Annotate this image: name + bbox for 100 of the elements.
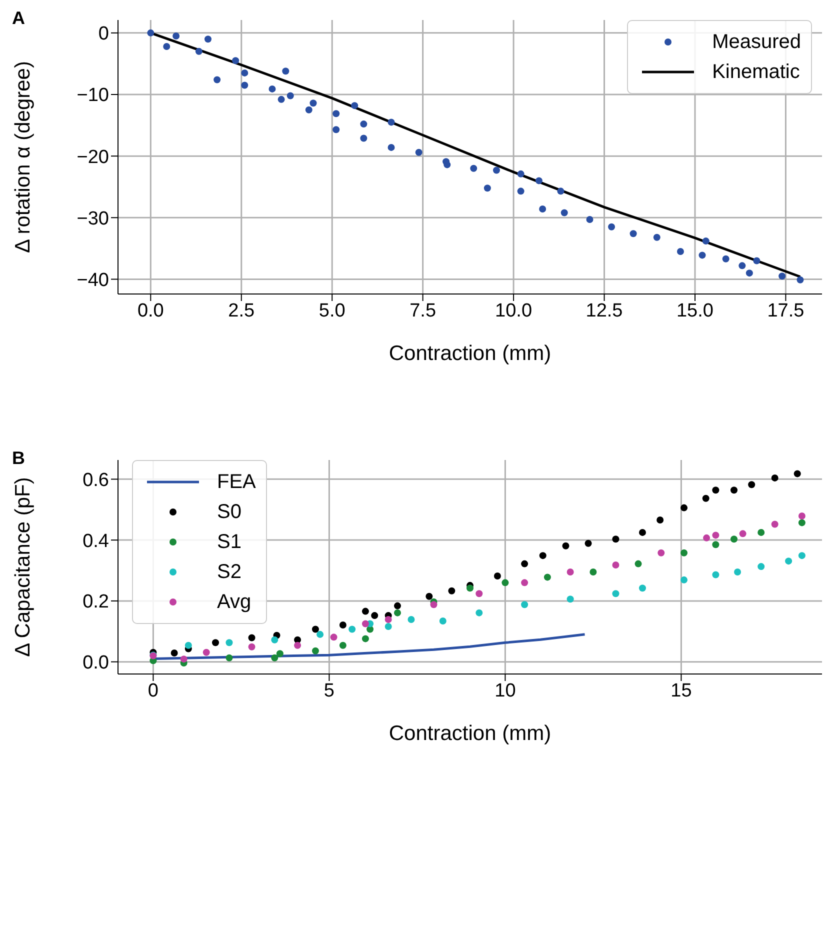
point bbox=[362, 620, 369, 628]
point bbox=[702, 238, 710, 245]
point bbox=[316, 630, 324, 638]
point bbox=[312, 647, 319, 654]
point bbox=[195, 48, 202, 55]
point bbox=[517, 170, 524, 178]
chart-title: B bbox=[12, 448, 25, 469]
point bbox=[278, 96, 285, 103]
point bbox=[339, 642, 346, 649]
y-tick-label: −30 bbox=[76, 208, 109, 230]
point bbox=[739, 530, 746, 538]
point bbox=[371, 612, 378, 620]
y-tick-label: −20 bbox=[76, 146, 109, 168]
legend-label: Avg bbox=[217, 590, 252, 614]
y-tick-label: −10 bbox=[76, 85, 109, 106]
point bbox=[771, 474, 778, 482]
point bbox=[734, 568, 742, 576]
point bbox=[676, 248, 684, 256]
point bbox=[746, 270, 753, 277]
point bbox=[388, 118, 395, 126]
legend-label: S0 bbox=[217, 500, 242, 524]
x-tick-label: 15 bbox=[670, 680, 692, 702]
point bbox=[204, 36, 212, 43]
point bbox=[415, 148, 422, 156]
point bbox=[712, 571, 720, 578]
point bbox=[798, 519, 806, 526]
point bbox=[778, 272, 786, 280]
legend-label: Kinematic bbox=[712, 60, 800, 84]
point bbox=[653, 234, 660, 241]
point bbox=[226, 654, 233, 662]
point bbox=[384, 616, 392, 624]
point bbox=[590, 568, 597, 576]
point bbox=[394, 609, 401, 616]
point bbox=[730, 536, 738, 543]
point bbox=[484, 184, 491, 192]
point bbox=[226, 639, 233, 646]
point bbox=[202, 648, 210, 656]
x-axis-title: Contraction (mm) bbox=[388, 342, 552, 365]
x-axis-title: Contraction (mm) bbox=[388, 722, 552, 745]
point bbox=[796, 276, 804, 284]
point bbox=[658, 549, 665, 556]
point bbox=[612, 562, 620, 569]
point bbox=[362, 635, 369, 642]
point bbox=[798, 552, 806, 560]
point bbox=[332, 126, 340, 134]
point bbox=[630, 230, 637, 238]
point bbox=[448, 587, 456, 594]
point bbox=[214, 76, 221, 84]
point bbox=[634, 560, 642, 568]
point bbox=[310, 100, 317, 107]
legend-label: S1 bbox=[217, 530, 242, 554]
point bbox=[638, 584, 646, 592]
y-tick-label: 0 bbox=[98, 24, 109, 45]
point bbox=[466, 584, 474, 592]
point bbox=[366, 626, 374, 633]
point bbox=[680, 504, 688, 512]
point bbox=[612, 536, 620, 543]
point bbox=[351, 102, 358, 110]
point bbox=[794, 470, 801, 478]
point bbox=[680, 576, 688, 584]
point bbox=[330, 634, 338, 641]
point bbox=[712, 532, 720, 539]
point bbox=[712, 486, 720, 494]
point bbox=[730, 486, 738, 494]
point bbox=[476, 590, 483, 598]
point bbox=[698, 252, 706, 259]
point bbox=[539, 552, 546, 560]
x-tick-label: 5 bbox=[324, 680, 334, 702]
point bbox=[470, 164, 478, 172]
point bbox=[271, 654, 278, 662]
point bbox=[241, 82, 248, 89]
x-tick-label: 0 bbox=[148, 680, 158, 702]
chart-title: A bbox=[12, 8, 25, 29]
point bbox=[184, 642, 192, 649]
point bbox=[282, 68, 290, 75]
x-tick-label: 12.5 bbox=[586, 300, 623, 322]
point bbox=[702, 494, 710, 502]
legend-label: S2 bbox=[217, 560, 242, 584]
point bbox=[180, 656, 188, 663]
point bbox=[738, 262, 746, 270]
point bbox=[517, 188, 524, 195]
point bbox=[748, 481, 756, 488]
point bbox=[712, 541, 720, 548]
point bbox=[348, 626, 356, 633]
point bbox=[444, 161, 451, 168]
point bbox=[170, 649, 178, 656]
point bbox=[703, 534, 710, 542]
y-tick-label: 0.4 bbox=[82, 530, 110, 552]
legend-label: Measured bbox=[712, 30, 801, 54]
point bbox=[785, 558, 792, 565]
point bbox=[680, 549, 688, 556]
point bbox=[544, 574, 551, 581]
point bbox=[771, 520, 778, 528]
y-tick-label: 0.0 bbox=[82, 652, 109, 674]
point bbox=[758, 563, 765, 570]
point bbox=[408, 616, 415, 624]
point bbox=[612, 590, 620, 598]
x-tick-label: 15.0 bbox=[676, 300, 714, 322]
point bbox=[248, 634, 256, 642]
y-axis-title: Δ Capacitance (pF) bbox=[11, 477, 34, 657]
